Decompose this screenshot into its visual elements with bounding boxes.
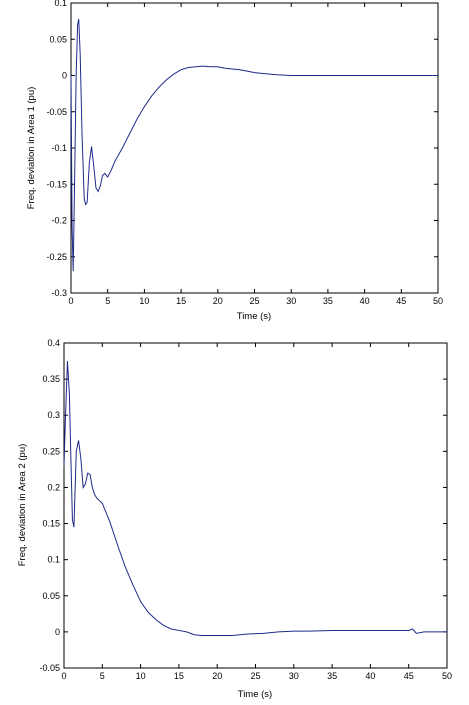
chart-area-2: 0 5 10 15 20 25 30 35 40 45 50 -0.0500.050.10.150.…: [17, 338, 452, 700]
y-tick-label: 0.05: [42, 591, 60, 601]
y-tick-label: -0.1: [51, 143, 67, 153]
x-tick-label: 25: [249, 296, 259, 306]
y-tick-label: -0.25: [46, 252, 67, 262]
x-tick-label: 50: [442, 671, 452, 681]
y-tick-label: 0.4: [47, 338, 60, 348]
plot-frame-area-2: [63, 342, 448, 669]
y-tick-label: 0: [55, 627, 60, 637]
y-tick-label: 0.2: [47, 482, 60, 492]
x-tick-label: 10: [139, 296, 149, 306]
y-tick-label: 0.25: [42, 446, 60, 456]
y-tick-label: 0.1: [54, 0, 67, 8]
y-tick-label: -0.15: [46, 179, 67, 189]
plot-frame-area-1: [70, 2, 439, 294]
chart-area-1: 0 5 10 15 20 25 30 35 40 45 50 -0.3-0.25-0.2-0.15-…: [26, 0, 443, 322]
x-tick-label: 5: [105, 296, 110, 306]
x-tick-label: 50: [433, 296, 443, 306]
x-tick-label: 5: [100, 671, 105, 681]
x-axis-label-area-1: Time (s): [237, 311, 271, 322]
y-tick-label: -0.3: [51, 288, 67, 298]
y-tick-label: -0.05: [46, 107, 67, 117]
x-ticks-area-1: 0 5 10 15 20 25 30 35 40 45 50: [68, 3, 443, 306]
x-tick-label: 0: [61, 671, 66, 681]
x-tick-label: 40: [365, 671, 375, 681]
y-tick-label: 0.35: [42, 374, 60, 384]
y-tick-label: 0.1: [47, 555, 60, 565]
y-axis-label-area-2: Freq. deviation in Area 2 (pu): [17, 444, 28, 567]
y-tick-label: 0.3: [47, 410, 60, 420]
x-tick-label: 30: [286, 296, 296, 306]
series-line-area-2: [63, 361, 447, 636]
x-tick-label: 45: [396, 296, 406, 306]
x-tick-label: 35: [323, 296, 333, 306]
x-tick-label: 15: [176, 296, 186, 306]
x-tick-label: 40: [360, 296, 370, 306]
x-tick-label: 0: [68, 296, 73, 306]
y-axis-label-area-1: Freq. deviation in Area 1 (pu): [26, 87, 37, 210]
x-tick-label: 15: [174, 671, 184, 681]
x-tick-label: 20: [212, 671, 222, 681]
y-tick-label: -0.05: [39, 663, 60, 673]
x-tick-label: 20: [213, 296, 223, 306]
x-tick-label: 25: [250, 671, 260, 681]
x-tick-label: 35: [327, 671, 337, 681]
y-tick-label: 0: [62, 71, 67, 81]
y-ticks-area-2: -0.05 0 0.05 0.1 0.15 0.2 0.25 0.3 0.35 0.4: [39, 338, 447, 673]
x-tick-label: 10: [136, 671, 146, 681]
y-tick-label: 0.15: [42, 519, 60, 529]
y-ticks-area-1: -0.3 -0.25 -0.2 -0.15 -0.1 -0.05 0 0.05 0.1: [46, 0, 438, 298]
y-tick-label: 0.05: [49, 34, 67, 44]
series-line-area-1: [70, 18, 438, 272]
x-axis-label-area-2: Time (s): [238, 689, 272, 700]
x-tick-label: 45: [404, 671, 414, 681]
x-ticks-area-2: 0 5 10 15 20 25 30 35 40 45 50: [61, 343, 452, 681]
x-tick-label: 30: [289, 671, 299, 681]
y-tick-label: -0.2: [51, 216, 67, 226]
